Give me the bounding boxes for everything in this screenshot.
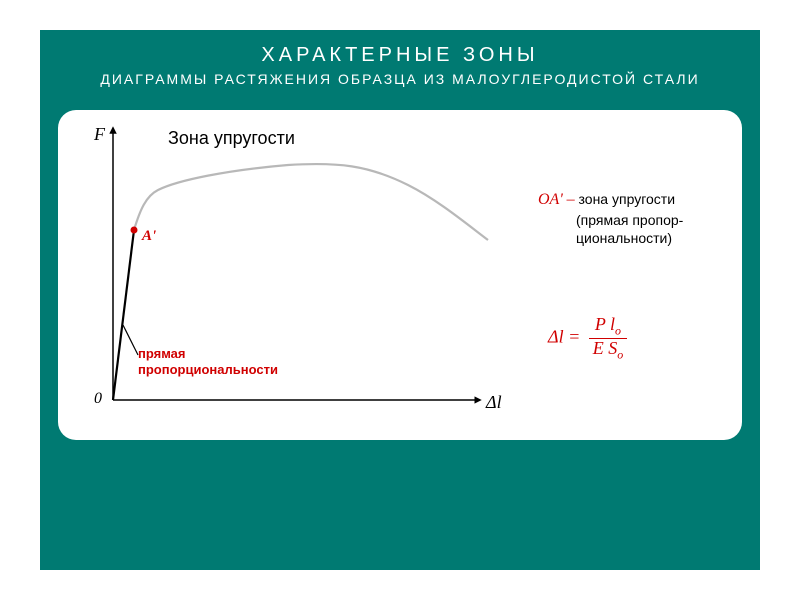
title-main: ХАРАКТЕРНЫЕ ЗОНЫ <box>40 44 760 67</box>
formula-num: P lo <box>589 315 628 339</box>
legend-dash: – <box>567 191 575 208</box>
y-axis-label: F <box>94 124 105 145</box>
proportionality-annotation: прямая пропорциональности <box>138 346 278 377</box>
curve-rest <box>134 164 488 240</box>
formula-den-sub: o <box>617 347 623 361</box>
slide-frame: ХАРАКТЕРНЫЕ ЗОНЫ ДИАГРАММЫ РАСТЯЖЕНИЯ ОБ… <box>40 30 760 570</box>
ann-line1: прямая <box>138 346 185 361</box>
legend-line2: (прямая пропор- <box>576 211 683 229</box>
formula-num-text: P l <box>595 314 615 334</box>
formula-block: Δl = P lo E So <box>548 315 627 362</box>
legend-symbol: OA' <box>538 191 563 208</box>
ann-line2: пропорциональности <box>138 362 278 377</box>
point-a-label: A' <box>142 228 156 245</box>
annotation-leader <box>123 325 138 355</box>
legend-block: OA' – зона упругости (прямая пропор- цио… <box>538 190 683 247</box>
legend-line3: циональности) <box>576 229 672 247</box>
page-outer: ХАРАКТЕРНЫЕ ЗОНЫ ДИАГРАММЫ РАСТЯЖЕНИЯ ОБ… <box>0 0 800 600</box>
chart-subtitle: Зона упругости <box>168 128 295 149</box>
x-axis-label: Δl <box>486 392 502 413</box>
formula-lhs: Δl = <box>548 326 580 346</box>
formula-den-text: E S <box>593 338 618 358</box>
title-sub: ДИАГРАММЫ РАСТЯЖЕНИЯ ОБРАЗЦА ИЗ МАЛОУГЛЕ… <box>40 71 760 87</box>
formula-num-sub: o <box>615 324 621 338</box>
legend-line1: зона упругости <box>579 191 675 207</box>
formula-den: E So <box>589 339 628 362</box>
title-block: ХАРАКТЕРНЫЕ ЗОНЫ ДИАГРАММЫ РАСТЯЖЕНИЯ ОБ… <box>40 30 760 87</box>
formula-fraction: P lo E So <box>589 315 628 362</box>
point-a-prime <box>131 227 138 234</box>
chart-svg <box>58 110 742 440</box>
chart-panel: F Δl 0 Зона упругости A' прямая пропорци… <box>58 110 742 440</box>
linear-segment <box>113 230 134 400</box>
origin-label: 0 <box>94 390 102 408</box>
